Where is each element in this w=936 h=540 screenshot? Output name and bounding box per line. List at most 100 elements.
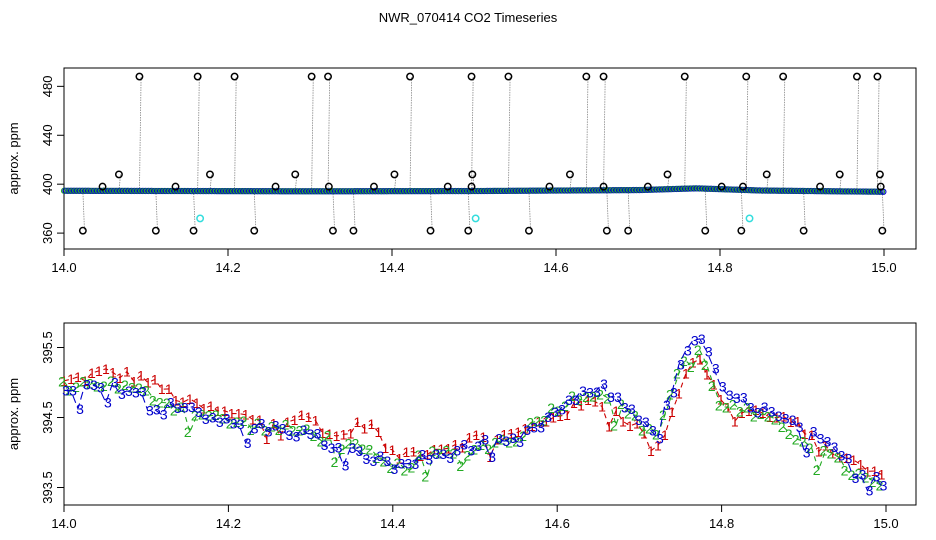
series-point-1: 1 [542,414,550,430]
series-point-3: 3 [880,478,888,494]
cyan-point [745,214,754,223]
series-point-3: 3 [747,399,755,415]
series-point-1: 1 [661,427,669,443]
series-point-1: 1 [528,418,536,434]
series-point-2: 2 [442,442,450,458]
series-point-2: 2 [701,357,709,373]
series-point-2: 2 [156,395,164,411]
series-point-1: 1 [423,447,431,463]
series-point-3: 3 [321,437,329,453]
series-point-1: 1 [822,438,830,454]
series-point-1: 1 [787,414,795,430]
series-point-2: 2 [589,388,597,404]
series-point-2: 2 [184,424,192,440]
outlier-point [643,182,652,191]
series-point-3: 3 [76,401,84,417]
series-point-2: 2 [610,417,618,433]
series-point-1: 1 [815,444,823,460]
series-point-2: 2 [603,391,611,407]
series-point-3: 3 [195,404,203,420]
series-point-2: 2 [373,450,381,466]
series-point-1: 1 [570,395,578,411]
series-point-1: 1 [158,381,166,397]
series-point-3: 3 [649,423,657,439]
series-point-2: 2 [449,446,457,462]
series-point-1: 1 [619,413,627,429]
series-point-1: 1 [305,409,313,425]
series-point-1: 1 [878,466,886,482]
series-point-3: 3 [83,376,91,392]
series-point-2: 2 [212,407,220,423]
series-point-2: 2 [282,416,290,432]
spike-line [704,188,708,231]
series-point-2: 2 [638,423,646,439]
series-point-3: 3 [132,384,140,400]
series-point-1: 1 [465,430,473,446]
series-point-2: 2 [386,460,394,476]
series-point-2: 2 [240,413,248,429]
outlier-point [599,182,608,191]
cyan-point [196,214,205,223]
series-point-1: 1 [598,399,606,415]
spike-line [155,190,158,231]
series-point-3: 3 [768,404,776,420]
spike-line [311,76,314,192]
series-point-2: 2 [848,467,856,483]
series-point-2: 2 [310,428,318,444]
series-point-1: 1 [521,420,529,436]
x-tick-label: 14.8 [707,260,732,275]
outlier-point [135,72,144,81]
series-point-3: 3 [600,376,608,392]
spike-line [803,190,806,231]
series-point-2: 2 [233,414,241,430]
outlier-point [467,72,476,81]
series-point-3: 3 [202,411,210,427]
series-point-2: 2 [331,454,339,470]
series-point-2: 2 [505,434,513,450]
x-tick-label: 15.0 [871,260,896,275]
series-point-1: 1 [193,395,201,411]
spike-line [603,76,606,191]
series-point-1: 1 [689,355,697,371]
series-point-3: 3 [397,456,405,472]
series-point-3: 3 [796,419,804,435]
outlier-point [114,170,123,179]
outlier-point [504,72,513,81]
series-point-2: 2 [862,469,870,485]
series-point-1: 1 [74,369,82,385]
spike-line [82,190,85,231]
series-point-3: 3 [153,402,161,418]
series-point-2: 2 [163,395,171,411]
series-point-1: 1 [319,425,327,441]
series-point-2: 2 [400,463,408,479]
outlier-point [524,226,533,235]
series-point-1: 1 [703,366,711,382]
series-point-3: 3 [586,385,594,401]
series-point-3: 3 [216,414,224,430]
series-point-3: 3 [789,412,797,428]
series-point-3: 3 [230,416,238,432]
outlier-point [852,72,861,81]
x-tick-label: 14.8 [709,516,734,531]
series-point-2: 2 [428,443,436,459]
spike-line [782,76,786,191]
outlier-point [876,182,885,191]
series-point-1: 1 [444,440,452,456]
series-point-1: 1 [242,407,250,423]
series-point-3: 3 [314,425,322,441]
series-point-1: 1 [298,407,306,423]
series-point-1: 1 [563,407,571,423]
outlier-point [291,170,300,179]
series-point-3: 3 [174,400,182,416]
series-point-3: 3 [761,399,769,415]
series-point-2: 2 [86,375,94,391]
series-point-2: 2 [575,392,583,408]
series-point-2: 2 [254,415,262,431]
series-point-2: 2 [198,407,206,423]
outlier-point [762,170,771,179]
series-point-1: 1 [745,403,753,419]
series-point-1: 1 [395,450,403,466]
series-point-2: 2 [547,400,555,416]
series-point-1: 1 [836,450,844,466]
series-point-1: 1 [200,400,208,416]
